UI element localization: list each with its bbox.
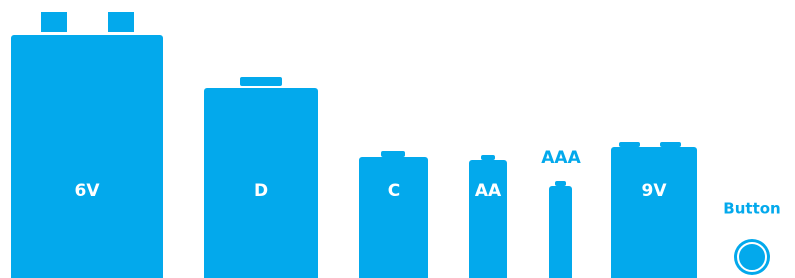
button-cell (734, 239, 770, 275)
terminal (240, 77, 282, 86)
battery-button: Button (723, 200, 780, 276)
battery-label: AA (475, 181, 502, 201)
battery-body (11, 35, 163, 278)
terminal (660, 142, 681, 147)
battery-label: 6V (75, 181, 101, 201)
battery-label: Button (723, 200, 780, 218)
battery-aaa: AAA (541, 148, 581, 278)
terminal (619, 142, 640, 147)
battery-body (549, 186, 572, 278)
battery-body (469, 160, 507, 278)
battery-label: 9V (642, 181, 668, 201)
battery-body (611, 147, 697, 278)
battery-aa: AA (469, 155, 507, 278)
battery-label: AAA (541, 148, 581, 168)
battery-sizes-diagram: 6V D C AA AAA 9V Button (0, 0, 795, 278)
terminal (481, 155, 495, 160)
battery-body (359, 157, 428, 278)
terminal (555, 181, 566, 186)
terminal (108, 12, 134, 32)
battery-6v: 6V (11, 12, 163, 278)
battery-label: D (254, 181, 268, 201)
battery-c: C (359, 151, 428, 278)
battery-9v: 9V (611, 142, 697, 278)
battery-d: D (204, 77, 318, 278)
battery-label: C (388, 181, 400, 201)
terminal (381, 151, 405, 157)
terminal (41, 12, 67, 32)
